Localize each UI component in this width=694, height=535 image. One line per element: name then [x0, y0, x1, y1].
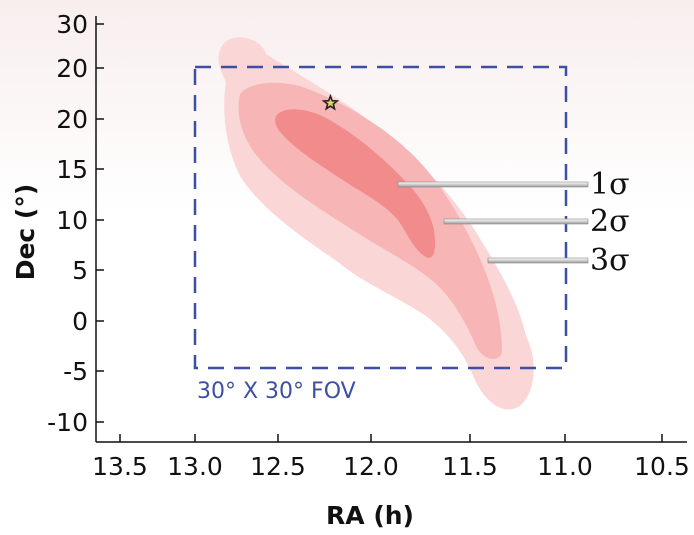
- y-tick-label: 30: [56, 10, 88, 39]
- contour-1-sigma: [275, 109, 436, 258]
- fov-label: 30° X 30° FOV: [197, 379, 356, 404]
- y-tick-label: -5: [63, 357, 88, 386]
- y-axis-title: Dec (°): [11, 184, 40, 281]
- sigma-2-leader: [443, 218, 589, 225]
- y-tick-label: 10: [56, 206, 88, 235]
- sigma-1-label: 1σ: [590, 167, 630, 202]
- sigma-2-label: 2σ: [590, 204, 630, 239]
- x-axis-title: RA (h): [326, 501, 414, 530]
- sigma-1-leader: [397, 181, 589, 188]
- y-tick-label: 0: [72, 307, 88, 336]
- y-tick-labels: 30 20 20 15 10 5 0 -5 -10: [47, 10, 88, 437]
- y-tick-label: 15: [56, 155, 88, 184]
- sigma-3-leader: [487, 257, 589, 264]
- best-fit-star: [321, 93, 340, 111]
- sigma-3-label: 3σ: [590, 243, 630, 278]
- axis-ticks: [96, 23, 663, 442]
- fov-box: [193, 65, 568, 370]
- x-tick-labels: 13.5 13.0 12.5 12.0 11.5 11.0 10.5: [92, 452, 690, 481]
- x-tick-label: 12.5: [250, 452, 306, 481]
- x-tick-label: 13.0: [167, 452, 223, 481]
- x-tick-label: 10.5: [634, 452, 690, 481]
- sigma-leaders: [397, 181, 589, 264]
- y-tick-label: 20: [56, 54, 88, 83]
- x-tick-label: 12.0: [343, 452, 399, 481]
- x-tick-label: 13.5: [92, 452, 148, 481]
- x-tick-label: 11.5: [442, 452, 498, 481]
- y-tick-label: 5: [72, 256, 88, 285]
- y-tick-label: 20: [56, 105, 88, 134]
- y-tick-label: -10: [47, 408, 88, 437]
- x-tick-label: 11.0: [537, 452, 593, 481]
